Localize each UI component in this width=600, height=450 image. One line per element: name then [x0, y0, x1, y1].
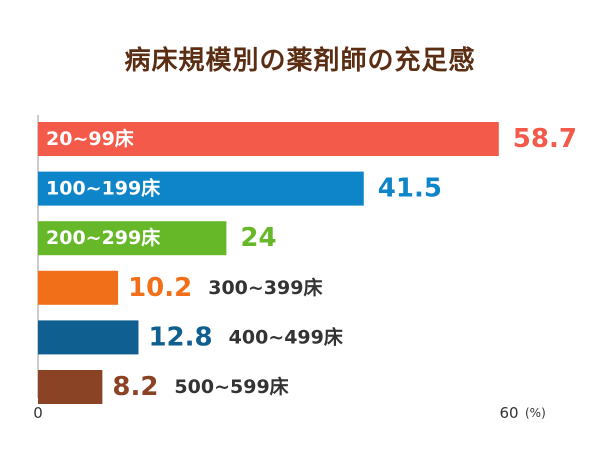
value-label-1: 58.7	[513, 124, 577, 154]
category-label-5: 400~499床	[229, 325, 343, 348]
x-tick-0: 0	[33, 404, 43, 422]
bar-1	[38, 122, 499, 156]
value-label-3: 24	[240, 223, 276, 253]
chart-title: 病床規模別の薬剤師の充足感	[124, 46, 476, 76]
value-label-2: 41.5	[378, 174, 442, 204]
category-label-1: 20~99床	[46, 127, 134, 150]
x-tick-60: 60	[499, 404, 518, 422]
category-label-2: 100~199床	[46, 177, 160, 200]
bar-6	[38, 370, 103, 404]
value-label-6: 8.2	[112, 372, 158, 402]
value-label-5: 12.8	[148, 322, 212, 352]
bar-4	[38, 270, 119, 305]
category-label-4: 300~399床	[208, 276, 322, 299]
bar-3	[38, 221, 227, 256]
x-axis-unit: (%)	[525, 406, 546, 420]
bar-2	[38, 171, 364, 206]
value-label-4: 10.2	[128, 273, 192, 303]
category-label-6: 500~599床	[174, 375, 288, 398]
category-label-3: 200~299床	[46, 226, 160, 249]
bar-5	[38, 320, 139, 355]
